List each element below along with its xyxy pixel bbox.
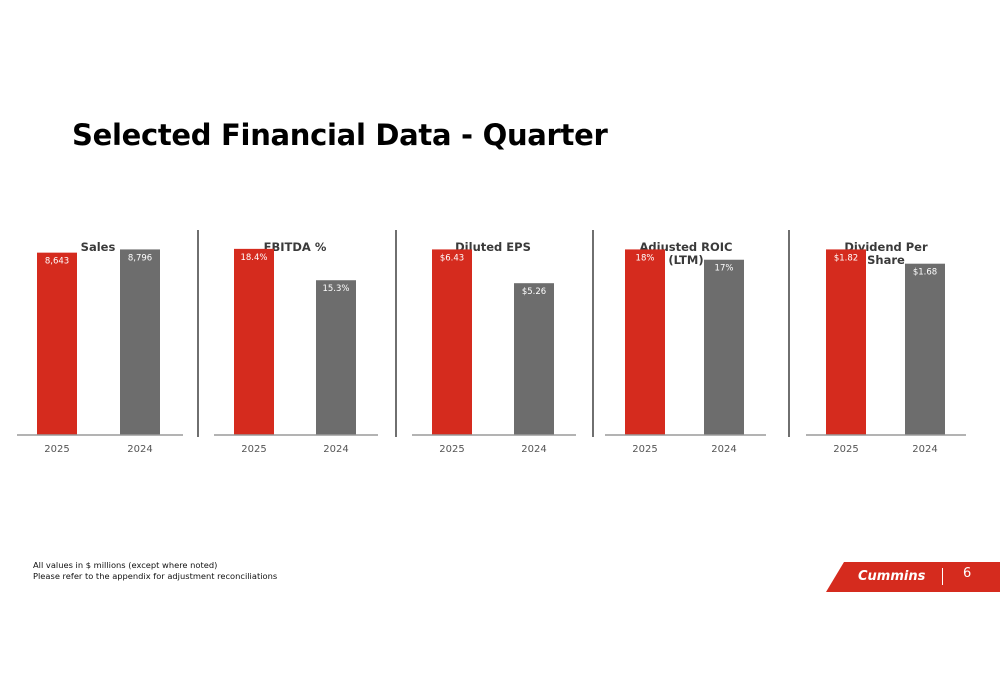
tick-label: 2024: [127, 444, 152, 455]
chart-bar: [432, 249, 472, 435]
tick-label: 2024: [912, 444, 937, 455]
chart-bar: [234, 248, 274, 435]
chart-bar: [316, 280, 356, 435]
data-label: $1.68: [913, 268, 937, 278]
data-label: 18.4%: [240, 253, 267, 263]
chart-bar: [905, 263, 945, 435]
chart-title: Share: [867, 253, 905, 267]
brand-bar: [826, 562, 1000, 592]
chart-bar: [704, 259, 744, 435]
data-label: $5.26: [522, 287, 546, 297]
page-number: 6: [963, 566, 972, 581]
chart-title: EBITDA %: [264, 240, 327, 254]
chart-bar: [37, 252, 77, 435]
footnote: All values in $ millions (except where n…: [33, 560, 277, 582]
tick-label: 2025: [833, 444, 858, 455]
tick-label: 2025: [44, 444, 69, 455]
chart-bar: [120, 249, 160, 435]
data-label: 18%: [636, 253, 655, 263]
data-label: $6.43: [440, 253, 464, 263]
chart-title: Diluted EPS: [455, 240, 531, 254]
page-title: Selected Financial Data - Quarter: [72, 118, 608, 152]
chart-bar: [826, 249, 866, 435]
chart-bar: [514, 283, 554, 435]
tick-label: 2024: [711, 444, 736, 455]
chart-title: (LTM): [668, 253, 703, 267]
data-label: 8,796: [128, 253, 152, 263]
footnote-line: All values in $ millions (except where n…: [33, 560, 218, 570]
data-label: $1.82: [834, 253, 858, 263]
cummins-logo: Cummins: [858, 569, 926, 584]
tick-label: 2024: [323, 444, 348, 455]
data-label: 17%: [715, 264, 734, 274]
data-label: 8,643: [45, 257, 69, 267]
tick-label: 2025: [439, 444, 464, 455]
chart-bar: [625, 249, 665, 435]
data-label: 15.3%: [322, 284, 349, 294]
tick-label: 2024: [521, 444, 546, 455]
chart-title: Sales: [81, 240, 116, 254]
tick-label: 2025: [632, 444, 657, 455]
footnote-line: Please refer to the appendix for adjustm…: [33, 571, 278, 581]
brand-divider: [942, 568, 943, 585]
tick-label: 2025: [241, 444, 266, 455]
